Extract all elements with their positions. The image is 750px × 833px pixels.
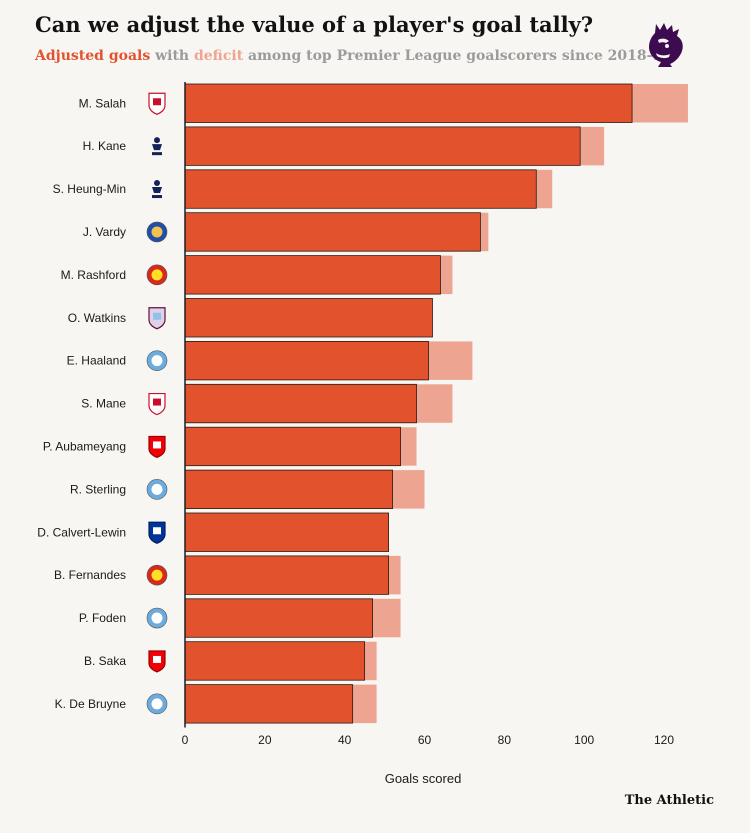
adjusted-bar bbox=[184, 469, 393, 510]
player-label: P. Aubameyang bbox=[43, 439, 126, 453]
adjusted-bar bbox=[184, 340, 429, 381]
subtitle-with: with bbox=[150, 48, 194, 64]
club-crest-icon bbox=[148, 92, 166, 115]
adjusted-bar bbox=[184, 383, 417, 424]
bar-row: B. Fernandes bbox=[54, 555, 401, 595]
bar-row: D. Calvert-Lewin bbox=[37, 512, 389, 552]
adjusted-bar bbox=[184, 298, 433, 338]
player-label: D. Calvert-Lewin bbox=[37, 525, 126, 539]
adjusted-bar bbox=[184, 212, 481, 252]
adjusted-bar bbox=[184, 598, 374, 638]
player-label: S. Heung-Min bbox=[53, 182, 126, 196]
bar-row: M. Salah bbox=[79, 83, 688, 123]
chart-subtitle: Adjusted goals with deficit among top Pr… bbox=[35, 48, 672, 64]
player-label: K. De Bruyne bbox=[55, 697, 127, 711]
adjusted-bar bbox=[184, 169, 537, 209]
bar-row: P. Foden bbox=[79, 598, 401, 638]
club-crest-icon bbox=[146, 693, 168, 715]
chart-title: Can we adjust the value of a player's go… bbox=[35, 12, 594, 37]
club-crest-icon bbox=[148, 650, 166, 673]
x-tick-label: 40 bbox=[338, 733, 352, 747]
club-crest-icon bbox=[148, 435, 166, 459]
bar-row: H. Kane bbox=[83, 126, 605, 166]
adjusted-bar bbox=[184, 255, 441, 295]
x-tick-label: 20 bbox=[258, 733, 272, 747]
adjusted-bar bbox=[184, 512, 389, 552]
x-tick-label: 120 bbox=[654, 733, 674, 747]
bar-row: E. Haaland bbox=[67, 340, 473, 381]
subtitle-rest: among top Premier League goalscorers sin… bbox=[243, 48, 672, 64]
club-crest-icon bbox=[146, 479, 168, 500]
player-label: B. Saka bbox=[84, 654, 126, 668]
club-crest-icon bbox=[146, 607, 168, 629]
player-label: P. Foden bbox=[79, 611, 126, 625]
subtitle-adjusted-goals: Adjusted goals bbox=[35, 48, 151, 64]
adjusted-bar bbox=[184, 555, 389, 595]
subtitle-deficit: deficit bbox=[193, 48, 244, 64]
bar-row: J. Vardy bbox=[83, 212, 489, 252]
player-label: E. Haaland bbox=[67, 354, 126, 368]
bar-row: S. Heung-Min bbox=[53, 169, 553, 209]
club-crest-icon bbox=[146, 221, 168, 243]
bar-row: R. Sterling bbox=[70, 469, 425, 510]
club-crest-icon bbox=[146, 564, 168, 586]
bar-row: S. Mane bbox=[81, 383, 453, 424]
club-crest-icon bbox=[148, 392, 166, 416]
club-crest-icon bbox=[146, 350, 168, 371]
club-crest-icon bbox=[148, 307, 166, 330]
player-label: M. Rashford bbox=[61, 268, 126, 282]
club-crest-icon bbox=[152, 180, 162, 199]
player-label: S. Mane bbox=[81, 397, 126, 411]
club-crest-icon bbox=[152, 137, 162, 156]
adjusted-bar bbox=[184, 641, 366, 681]
player-label: R. Sterling bbox=[70, 482, 126, 496]
bar-row: K. De Bruyne bbox=[55, 684, 377, 724]
x-axis-label: Goals scored bbox=[385, 771, 462, 786]
club-crest-icon bbox=[146, 264, 168, 286]
x-tick-label: 100 bbox=[574, 733, 594, 747]
bar-row: O. Watkins bbox=[68, 298, 433, 338]
adjusted-bar bbox=[184, 684, 354, 724]
player-label: B. Fernandes bbox=[54, 568, 126, 582]
player-label: M. Salah bbox=[79, 96, 126, 110]
the-athletic-brand: The Athletic bbox=[624, 793, 714, 808]
x-tick-label: 60 bbox=[418, 733, 432, 747]
x-tick-label: 0 bbox=[182, 733, 189, 747]
adjusted-bar bbox=[184, 83, 633, 123]
player-label: H. Kane bbox=[83, 139, 127, 153]
club-crest-icon bbox=[148, 521, 166, 544]
bar-row: M. Rashford bbox=[61, 255, 453, 295]
adjusted-bar bbox=[184, 426, 401, 467]
premier-league-lion-icon bbox=[649, 23, 683, 67]
player-label: O. Watkins bbox=[68, 311, 126, 325]
player-label: J. Vardy bbox=[83, 225, 126, 239]
bar-row: B. Saka bbox=[84, 641, 377, 681]
x-tick-label: 80 bbox=[498, 733, 512, 747]
adjusted-bar bbox=[184, 126, 581, 166]
bar-row: P. Aubameyang bbox=[43, 426, 417, 467]
